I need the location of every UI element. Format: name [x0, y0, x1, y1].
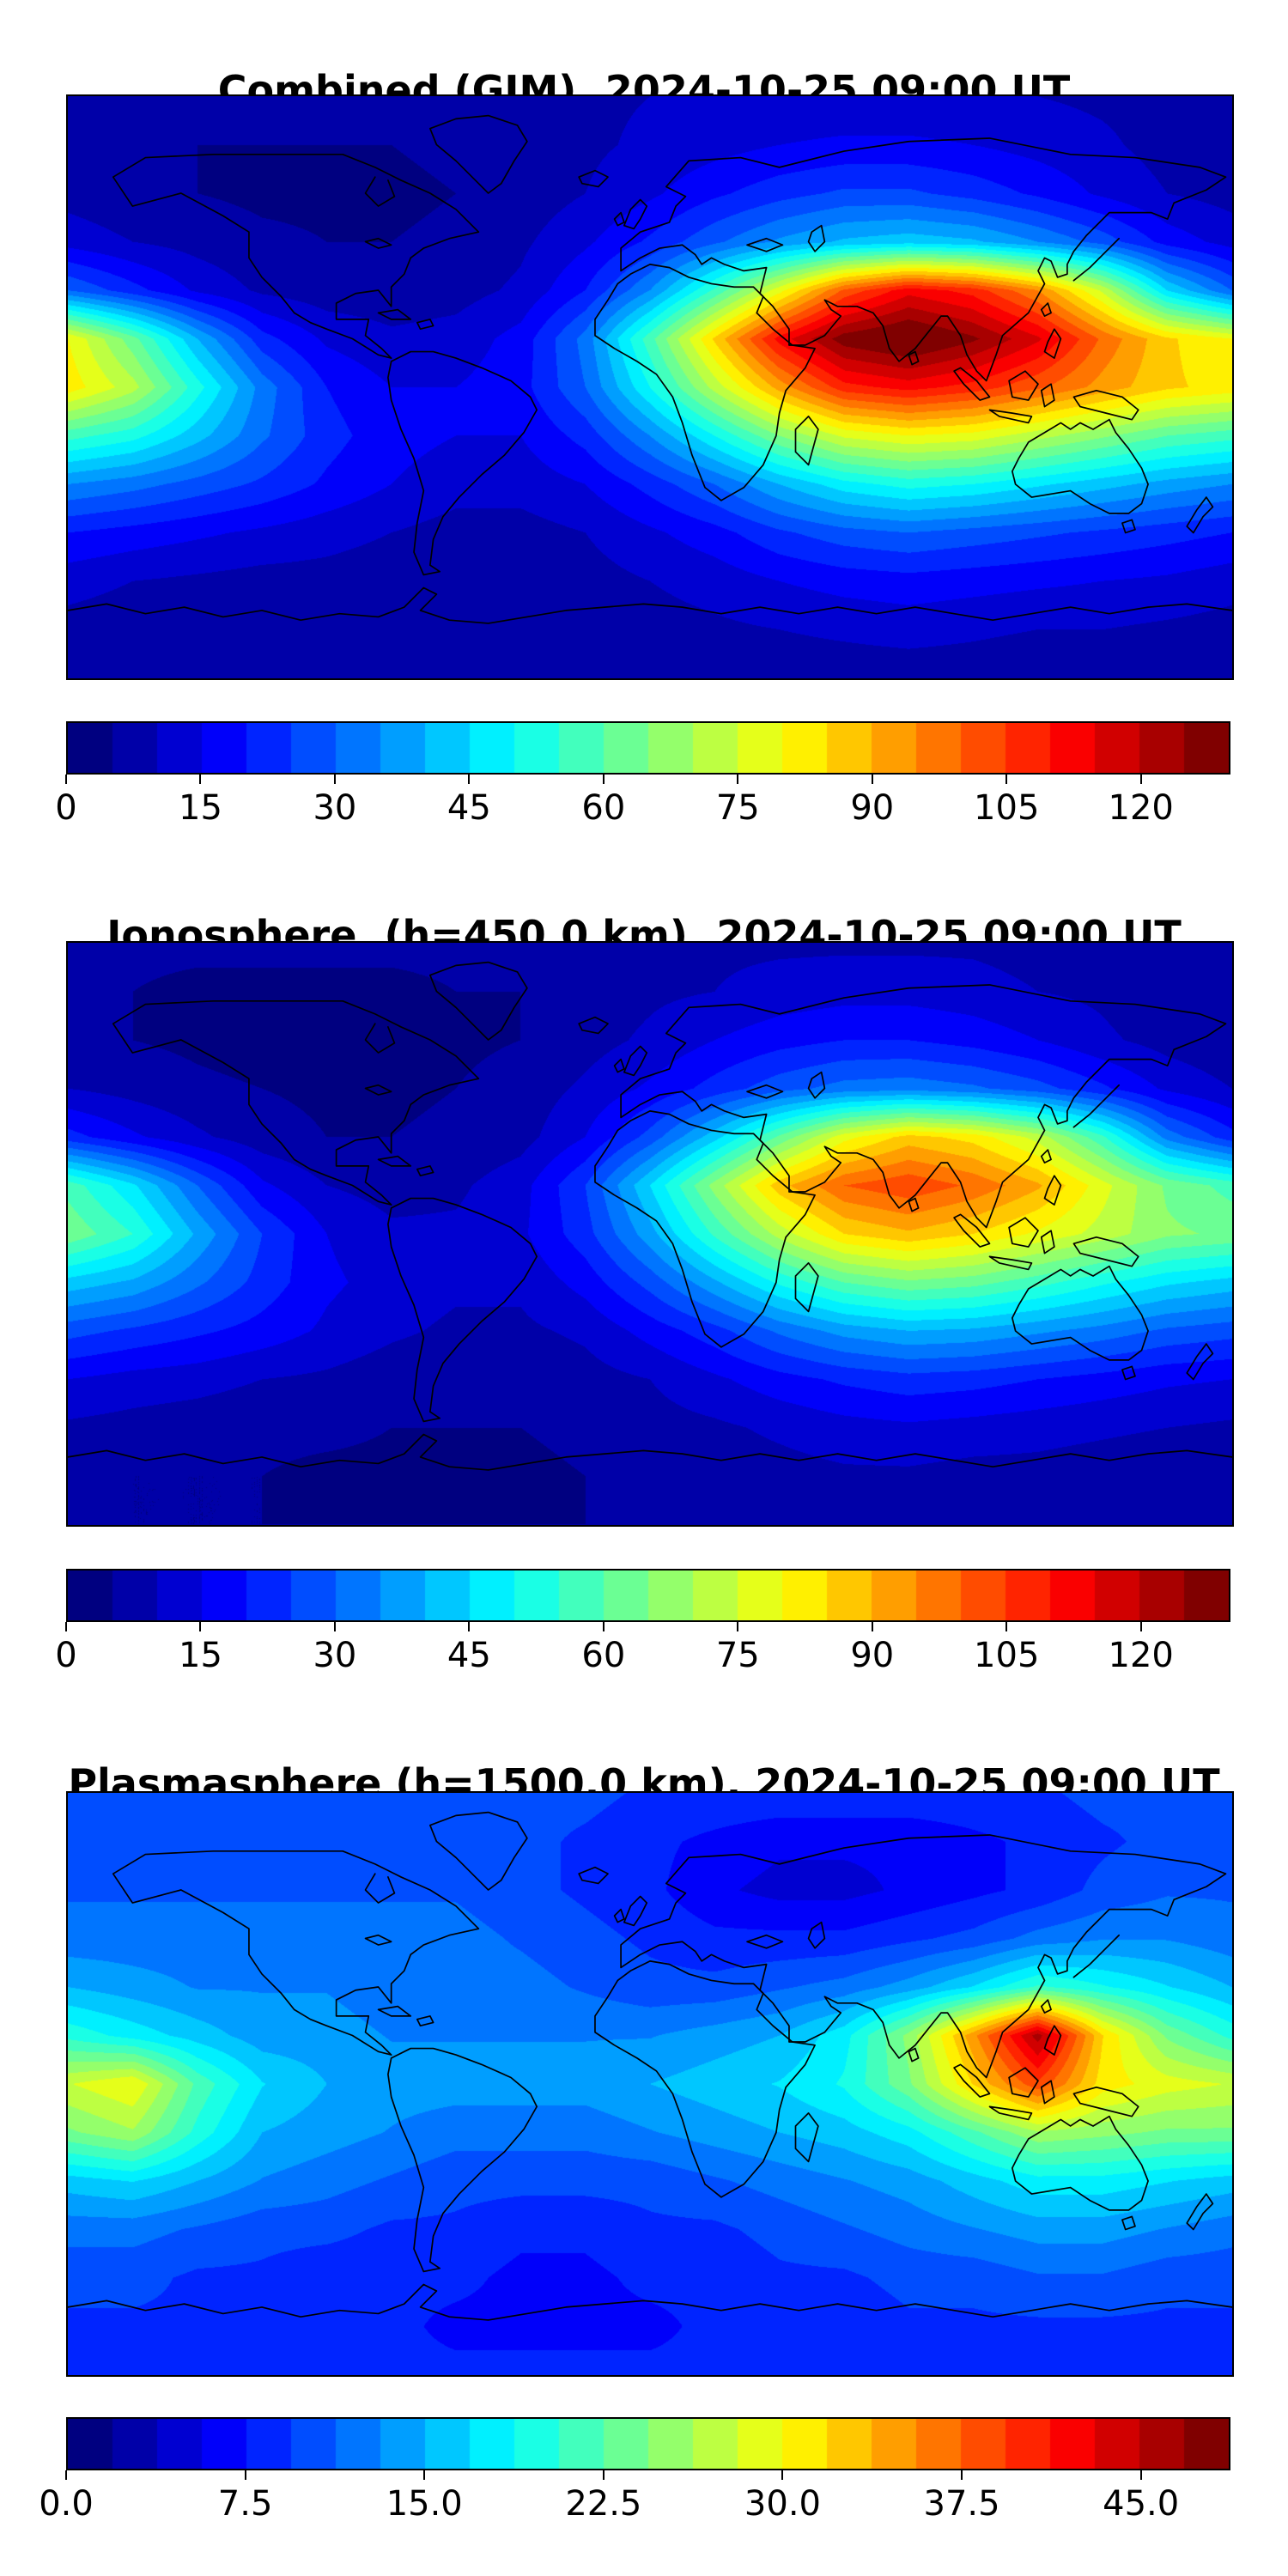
colorbar-tick-label: 75 [715, 788, 760, 828]
colorbar-tick-mark [244, 2470, 246, 2480]
colorbar-tick-mark [602, 1622, 605, 1631]
colorbar-tick-label: 60 [581, 788, 626, 828]
map-frame-plasmasphere [66, 1791, 1234, 2377]
colorbar-tick-label: 90 [850, 1636, 895, 1675]
colorbar-canvas-plasmasphere [68, 2419, 1229, 2469]
colorbar-frame-plasmasphere [66, 2417, 1230, 2470]
coastlines-overlay-plasmasphere [68, 1811, 1232, 2321]
map-frame-ionosphere [66, 941, 1234, 1527]
colorbar-frame-ionosphere [66, 1569, 1230, 1622]
colorbar-tick-label: 105 [974, 788, 1040, 828]
tec-heatmap-canvas-plasmasphere [68, 1793, 1232, 2375]
colorbar-tick-label: 45 [447, 1636, 491, 1675]
colorbar-tick-mark [65, 2470, 67, 2480]
colorbar-tick-mark [781, 2470, 784, 2480]
colorbar-tick-label: 22.5 [565, 2484, 642, 2524]
colorbar-tick-label: 30 [313, 1636, 357, 1675]
colorbar-tick-mark [602, 2470, 605, 2480]
colorbar-tick-label: 0.0 [39, 2484, 94, 2524]
tec-heatmap-canvas-ionosphere [68, 943, 1232, 1525]
colorbar-tick-mark [468, 775, 471, 784]
colorbar-tick-mark [871, 775, 873, 784]
colorbar-tick-label: 120 [1108, 788, 1174, 828]
colorbar-tick-label: 105 [974, 1636, 1040, 1675]
colorbar-tick-label: 7.5 [217, 2484, 273, 2524]
colorbar-tick-mark [737, 775, 739, 784]
colorbar-tick-label: 37.5 [923, 2484, 1000, 2524]
colorbar-tick-label: 0 [55, 1636, 77, 1675]
colorbar-tick-label: 45.0 [1103, 2484, 1180, 2524]
colorbar-tick-label: 60 [581, 1636, 626, 1675]
colorbar-canvas-combined [68, 723, 1229, 773]
colorbar-canvas-ionosphere [68, 1571, 1229, 1620]
colorbar-tick-mark [468, 1622, 471, 1631]
tec-heatmap-canvas-combined [68, 96, 1232, 678]
coastlines-overlay-combined [68, 114, 1232, 624]
colorbar-frame-combined [66, 721, 1230, 775]
colorbar-wrap-combined: 0 15 30 45 60 75 90 105 120 [55, 721, 1230, 850]
colorbar-tick-mark [1005, 775, 1008, 784]
map-frame-combined [66, 94, 1234, 680]
colorbar-tick-label: 120 [1108, 1636, 1174, 1675]
colorbar-wrap-ionosphere: 0 15 30 45 60 75 90 105 120 [55, 1569, 1230, 1698]
colorbar-tick-label: 90 [850, 788, 895, 828]
colorbar-tick-mark [199, 1622, 202, 1631]
colorbar-tick-mark [65, 1622, 67, 1631]
coastlines-overlay-ionosphere [68, 961, 1232, 1471]
colorbar-tick-mark [423, 2470, 426, 2480]
colorbar-tick-label: 30 [313, 788, 357, 828]
colorbar-tick-label: 15 [179, 1636, 222, 1675]
colorbar-tick-mark [871, 1622, 873, 1631]
colorbar-tick-label: 75 [715, 1636, 760, 1675]
colorbar-tick-mark [961, 2470, 963, 2480]
colorbar-tick-mark [333, 1622, 336, 1631]
colorbar-tick-label: 45 [447, 788, 491, 828]
colorbar-tick-mark [199, 775, 202, 784]
colorbar-tick-label: 30.0 [744, 2484, 821, 2524]
colorbar-tick-mark [1139, 1622, 1142, 1631]
colorbar-tick-label: 15 [179, 788, 222, 828]
colorbar-tick-mark [1139, 2470, 1142, 2480]
colorbar-tick-label: 15.0 [386, 2484, 463, 2524]
colorbar-tick-mark [65, 775, 67, 784]
colorbar-wrap-plasmasphere: 0.0 7.5 15.0 22.5 30.0 37.5 45.0 [39, 2417, 1230, 2546]
colorbar-tick-mark [333, 775, 336, 784]
colorbar-tick-mark [602, 775, 605, 784]
colorbar-tick-mark [737, 1622, 739, 1631]
colorbar-tick-mark [1139, 775, 1142, 784]
colorbar-tick-mark [1005, 1622, 1008, 1631]
colorbar-tick-label: 0 [55, 788, 77, 828]
